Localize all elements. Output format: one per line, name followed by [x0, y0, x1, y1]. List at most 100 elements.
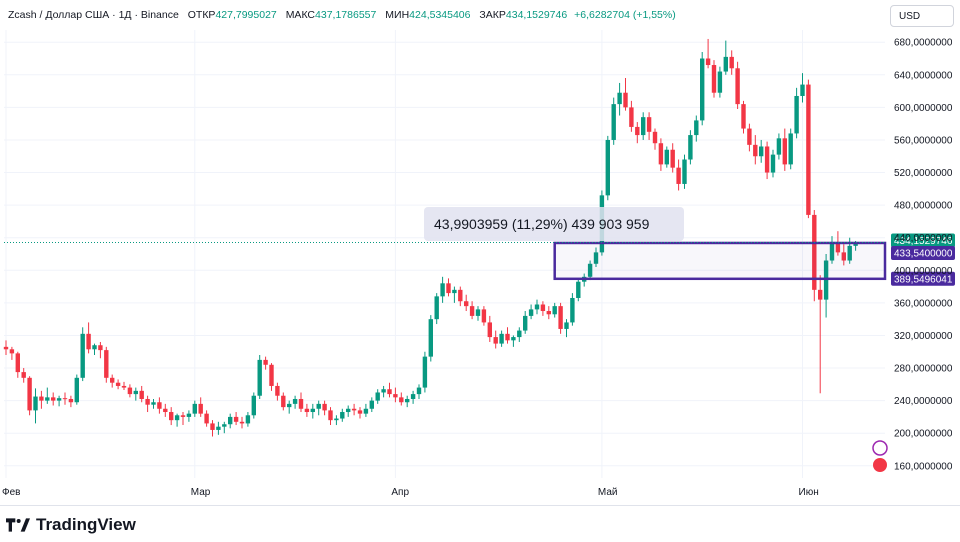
candle-body: [263, 359, 268, 365]
candle-body: [723, 56, 728, 72]
y-tick-label: 400,0000000: [894, 266, 953, 277]
tradingview-brand[interactable]: TradingView: [6, 515, 136, 535]
candle-body: [540, 304, 546, 312]
last-price-tag-bg: [891, 233, 955, 248]
candle-body: [316, 403, 321, 409]
candle-body: [700, 58, 705, 121]
candle-body: [446, 283, 451, 294]
candle-body: [233, 416, 239, 422]
candle-body: [593, 252, 599, 264]
candle-body: [381, 389, 386, 393]
candle-body: [357, 410, 363, 414]
upper-price-tag: 433,5400000: [894, 248, 953, 259]
upper-price-tag-bg: [891, 245, 955, 260]
candle-body: [375, 392, 380, 401]
candle-body: [741, 104, 746, 129]
candle-body: [387, 389, 392, 395]
candle-body: [818, 289, 823, 300]
symbol-name: Zcash / Доллар США · 1Д · Binance: [8, 9, 179, 21]
candle-body: [458, 289, 463, 302]
candle-body: [676, 167, 681, 184]
candle-body: [80, 333, 85, 378]
candle-body: [33, 396, 38, 411]
candle-body: [186, 413, 192, 417]
candle-body: [393, 394, 398, 398]
candle-body: [245, 415, 251, 424]
candle-body: [511, 337, 516, 341]
candle-body: [228, 416, 233, 425]
candle-body: [416, 387, 422, 395]
candle-body: [517, 330, 522, 338]
candle-body: [292, 398, 298, 404]
candle-body: [664, 149, 669, 165]
candle-body: [3, 346, 9, 350]
candle-body: [222, 424, 227, 427]
candle-body: [74, 377, 79, 403]
candle-body: [346, 408, 351, 413]
candle-body: [812, 214, 817, 290]
close-label: ЗАКР: [479, 9, 506, 21]
y-tick-label: 560,0000000: [894, 135, 953, 146]
candle-body: [847, 245, 852, 261]
lower-price-tag: 389,5496041: [894, 274, 953, 285]
candle-body: [328, 410, 333, 421]
y-tick-label: 520,0000000: [894, 168, 953, 179]
candle-body: [169, 412, 174, 421]
change-value: +6,6282704 (+1,55%): [574, 9, 676, 21]
candle-body: [410, 394, 416, 399]
candle-body: [121, 385, 127, 388]
candle-body: [275, 385, 280, 396]
candle-body: [210, 423, 215, 430]
candle-body: [794, 95, 799, 134]
candle-body: [481, 309, 487, 323]
candle-body: [623, 92, 628, 108]
event-bolt-icon[interactable]: [872, 440, 888, 456]
candle-body: [564, 322, 569, 329]
candle-body: [363, 408, 369, 414]
candle-body: [157, 402, 162, 409]
candle-body: [86, 333, 91, 350]
candle-body: [399, 397, 404, 403]
candle-body: [611, 104, 616, 140]
x-tick-label: Мар: [191, 487, 211, 498]
candle-body: [617, 92, 622, 105]
candle-body: [646, 117, 652, 132]
high-label: МАКС: [285, 9, 316, 21]
candle-body: [139, 390, 144, 399]
candle-body: [198, 403, 203, 414]
high-value: 437,1786557: [315, 9, 377, 21]
y-tick-label: 680,0000000: [894, 38, 953, 49]
candle-body: [635, 126, 640, 136]
lower-price-tag-bg: [891, 271, 955, 286]
candle-body: [304, 408, 310, 413]
candle-body: [51, 397, 56, 401]
candle-body: [670, 149, 675, 168]
candle-body: [711, 65, 717, 93]
measure-tooltip-text: 43,9903959 (11,29%) 439 903 959: [434, 216, 650, 232]
brand-name: TradingView: [36, 515, 136, 534]
y-axis: 160,0000000 200,0000000 240,0000000 280,000…: [894, 38, 953, 473]
candle-body: [800, 84, 805, 96]
candle-body: [629, 107, 634, 127]
candle-body: [269, 364, 274, 386]
currency-button[interactable]: USD: [890, 5, 954, 27]
candle-body: [68, 398, 74, 403]
last-price-tag: 434,1529746: [894, 236, 953, 247]
event-flag-icon[interactable]: [873, 458, 887, 472]
low-label: МИН: [385, 9, 410, 21]
candle-body: [753, 144, 758, 157]
candle-body: [747, 128, 752, 145]
overlay-group: 43,9903959 (11,29%) 439 903 959 434,15297…: [4, 207, 955, 472]
candle-body: [440, 283, 445, 297]
candle-body: [729, 56, 734, 69]
x-tick-label: Июн: [799, 487, 819, 498]
candle-body: [705, 58, 711, 66]
candle-body: [534, 304, 540, 310]
candle-body: [493, 337, 498, 344]
candle-body: [717, 71, 723, 93]
candle-body: [764, 146, 770, 173]
candle-body: [15, 353, 20, 373]
candle-body: [452, 289, 457, 294]
candle-body: [340, 412, 345, 419]
